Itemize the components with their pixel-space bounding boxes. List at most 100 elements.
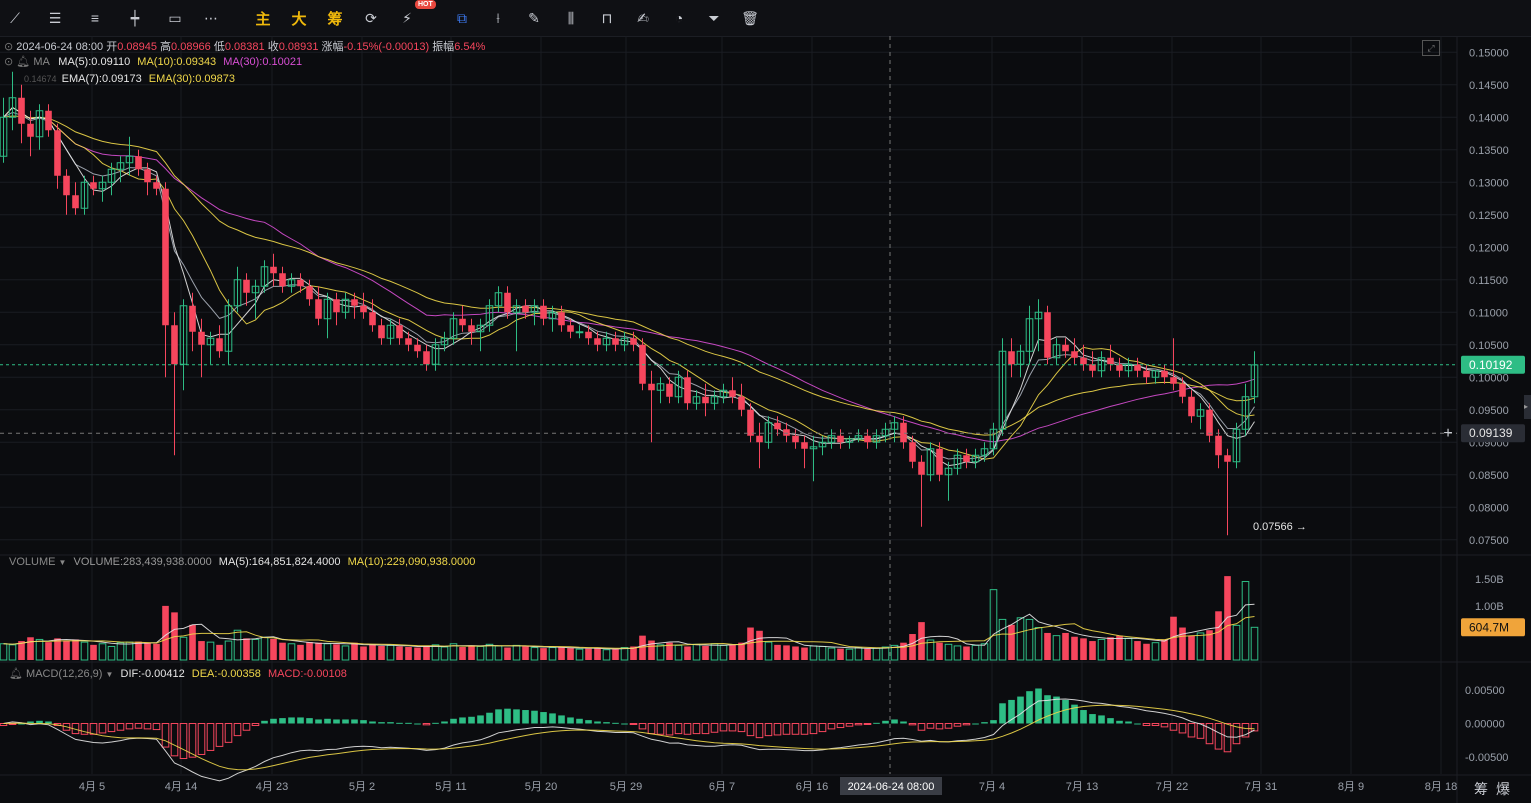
note-icon[interactable]: ✍ [637,9,649,26]
macd-bar [827,723,836,730]
chips-corner-button[interactable]: 筹 [1474,781,1488,797]
volume-bar [953,645,962,661]
macd-bar [1196,723,1205,739]
volume-bar [224,640,233,661]
candle-body [206,337,215,346]
fullscreen-icon[interactable]: ⤢ [1422,40,1440,56]
eye-icon[interactable]: ◔ [674,10,684,26]
rectangle-icon[interactable]: ▭ [168,9,182,26]
crosshair-date-tag-bg [840,777,942,795]
macd-bar [1053,696,1060,724]
volume-title[interactable]: VOLUME [9,556,56,568]
candle-body [926,448,935,476]
candle-body [567,325,574,332]
macd-bar [990,720,997,724]
candle-body [953,454,962,469]
candle-body [224,305,233,352]
volume-bar [702,645,709,660]
volume-bar [783,645,790,660]
price-tick-label: 0.14000 [1469,112,1509,124]
ma-title[interactable]: MA [33,56,50,68]
macd-bar [674,723,683,735]
liquidation-corner-button[interactable]: 爆 [1496,781,1510,797]
collapse-icon[interactable]: ⊙ [4,56,14,68]
candle-body [8,97,17,118]
candle-body [648,383,655,391]
volume-bar [369,644,376,660]
dif-line [3,698,1255,782]
macd-bar [116,723,125,731]
volume-bar [1034,627,1043,661]
candle-body [656,383,665,391]
candle-body [1008,351,1015,365]
volume-bar [756,630,763,660]
trash-icon[interactable]: 🗑 [741,9,759,26]
filter-icon[interactable]: ⏷ [708,9,720,26]
macd-bar [1134,723,1141,725]
macd-bar [261,720,268,724]
volume-bar [1161,639,1168,660]
volume-bar [1151,642,1160,661]
ruler-icon[interactable]: ⟊ [496,9,500,26]
macd-bar [297,717,304,724]
horizontal-ray-icon[interactable]: ┿ [130,9,140,26]
bell-icon[interactable]: 🔔︎ [16,56,31,68]
candle-body [1089,364,1096,371]
horizontal-lines-icon[interactable]: ☰ [48,9,62,26]
volume-bar [890,644,899,661]
dif-value: DIF:-0.00412 [120,668,185,680]
candle-body [1124,363,1133,372]
candle-body [396,325,403,339]
candle-body [971,454,980,463]
macd-bar [576,718,583,724]
macd-bar [612,722,619,724]
big-order-button[interactable]: 大 [291,10,307,28]
candle-body [620,337,629,346]
volume-bar [567,648,574,660]
volume-bar [414,647,421,660]
macd-title[interactable]: MACD(12,26,9) [26,668,103,680]
signal-tool-icon[interactable]: ⚡ [402,9,412,26]
candles-icon[interactable]: ⫼ [567,9,575,26]
chevron-down-icon[interactable]: ▼ [105,670,114,679]
pen-icon[interactable]: ✎ [528,9,540,26]
candle-body [764,422,773,443]
candle-body [783,429,790,436]
magnet-copy-icon[interactable]: ⧉ [457,9,467,26]
macd-bar [89,723,98,735]
chevron-down-icon[interactable]: ▼ [58,558,67,567]
candle-body [827,435,836,443]
side-panel-arrow-icon[interactable]: ▸ [1524,395,1531,419]
date-tick-label: 4月 23 [256,781,288,793]
candle-body [909,442,916,462]
price-tick-label: 0.12000 [1469,242,1509,254]
lock-icon[interactable]: ⊓ [601,9,613,26]
trend-line-icon[interactable]: ⟋ [10,9,20,26]
parallel-lines-icon[interactable]: ≡ [90,10,100,26]
date-tick-label: 5月 29 [610,781,642,793]
volume-bar [378,645,385,660]
replay-icon[interactable]: ⟳ [365,9,377,26]
macd-bar [701,723,710,735]
volume-bar [189,624,196,660]
macd-bar [495,709,502,724]
volume-bar [333,644,340,660]
more-icon[interactable]: ⋯ [204,9,218,26]
macd-bar [981,722,988,724]
main-indicator-button[interactable]: 主 [255,10,271,28]
candle-body [792,435,799,443]
candle-body [351,299,358,306]
volume-bar [440,646,449,661]
macd-legend: 🔔︎ MACD(12,26,9) ▼ DIF:-0.00412 DEA:-0.0… [9,667,347,680]
candlestick-chart[interactable]: 0.15000 0.14500 0.14000 0.13500 0.13000 0.125… [0,36,1531,803]
change-label: 涨幅 [321,41,344,53]
volume-bar [468,645,475,660]
volume-bar [459,647,466,660]
candle-body [575,331,584,334]
chips-button[interactable]: 筹 [327,10,343,28]
bell-icon[interactable]: 🔔︎ [9,668,23,680]
collapse-icon[interactable]: ⊙ [4,41,14,53]
crosshair-price-tag-bg [1461,424,1525,443]
macd-bar [558,715,565,724]
macd-bar [1116,720,1123,724]
